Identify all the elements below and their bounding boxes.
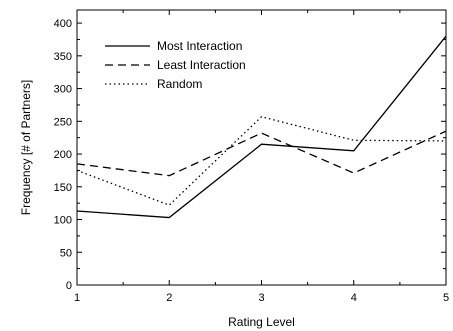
legend-label: Most Interaction [157,39,242,53]
x-axis-label: Rating Level [228,315,295,329]
y-tick-label: 150 [54,182,72,194]
x-tick-label: 4 [351,292,357,304]
y-tick-label: 400 [54,18,72,30]
y-tick-label: 50 [60,247,72,259]
y-tick-label: 300 [54,84,72,96]
x-tick-label: 1 [74,292,80,304]
legend-label: Random [157,77,202,91]
y-tick-label: 0 [66,280,72,292]
x-tick-label: 3 [258,292,264,304]
y-axis-label: Frequency [# of Partners] [19,80,33,215]
y-axis-ticks: 0 50 100 150 200 250 300 350 400 [54,18,446,292]
series-line-dotted [76,116,447,206]
series-line-solid [76,35,447,219]
legend-label: Least Interaction [157,58,246,72]
y-tick-label: 250 [54,116,72,128]
y-tick-label: 350 [54,51,72,63]
plot-area [76,9,447,286]
x-tick-label: 5 [443,292,449,304]
y-tick-label: 100 [54,215,72,227]
x-axis-ticks: 1 2 3 4 5 [74,10,449,304]
x-tick-label: 2 [166,292,172,304]
series-lines [76,35,447,219]
series-line-dashed [76,130,447,177]
y-tick-label: 200 [54,149,72,161]
legend: Most Interaction Least Interaction Random [105,39,246,91]
